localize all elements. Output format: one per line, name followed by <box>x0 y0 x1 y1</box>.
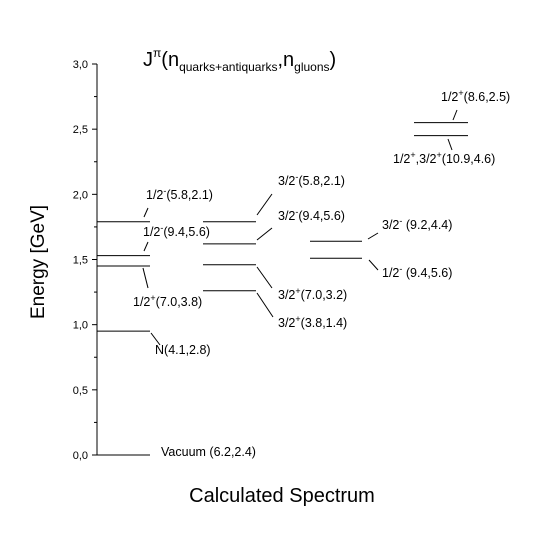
level-label: 1/2+,3/2+(10.9,4.6) <box>393 150 495 166</box>
label-leader-line <box>256 227 273 241</box>
level-label: 3/2+(7.0,3.2) <box>278 286 347 302</box>
level-label: 3/2+(3.8,1.4) <box>278 314 347 330</box>
chart-title: Jπ(nquarks+antiquarks,ngluons) <box>143 46 336 74</box>
title-sup: π <box>153 46 161 60</box>
title-comma: ,n <box>277 49 294 71</box>
title-base: J <box>143 49 153 71</box>
x-axis-label: Calculated Spectrum <box>189 485 375 507</box>
label-leader-line <box>143 207 149 218</box>
level-label: Vacuum (6.2,2.4) <box>161 445 256 459</box>
level-label: 1/2-(5.8,2.1) <box>146 186 213 202</box>
label-leader-line <box>256 193 273 216</box>
level-labels: Vacuum (6.2,2.4) N(4.1,2.8) 1/2+(7.0,3.8) 1… <box>133 88 510 459</box>
label-leader-line <box>256 292 274 318</box>
y-axis-label: Energy [GeV] <box>28 205 49 319</box>
level-label: 1/2+(8.6,2.5) <box>441 88 510 104</box>
label-leader-line <box>368 259 379 271</box>
label-leader-line <box>452 109 458 121</box>
level-label: 3/2-(9.4,5.6) <box>278 207 345 223</box>
level-label: 1/2- (9.4,5.6) <box>382 264 452 280</box>
y-axis-ticks: 0,0 0,5 1,0 1,5 2,0 2,5 3,0 <box>73 59 97 462</box>
level-label: 1/2-(9.4,5.6) <box>143 223 210 239</box>
title-close: ) <box>330 49 337 71</box>
label-leader-line <box>447 138 453 151</box>
title-open: (n <box>161 49 179 71</box>
y-tick-label: 2,5 <box>73 124 88 136</box>
y-tick-label: 0,5 <box>73 385 88 397</box>
title-sub1: quarks+antiquarks <box>179 60 277 74</box>
energy-levels <box>97 122 468 456</box>
label-leader-line <box>150 332 161 346</box>
label-leaders <box>142 109 458 346</box>
y-tick-label: 2,0 <box>73 189 88 201</box>
y-tick-label: 3,0 <box>73 59 88 71</box>
title-sub2: gluons <box>294 60 329 74</box>
y-tick-label: 0,0 <box>73 450 88 462</box>
level-label: 3/2-(5.8,2.1) <box>278 172 345 188</box>
level-label: 1/2+(7.0,3.8) <box>133 293 202 309</box>
level-label: N(4.1,2.8) <box>155 343 211 357</box>
label-leader-line <box>367 232 379 240</box>
y-tick-label: 1,0 <box>73 320 88 332</box>
label-leader-line <box>143 241 149 252</box>
label-leader-line <box>256 266 273 289</box>
label-leader-line <box>142 267 149 289</box>
y-tick-label: 1,5 <box>73 255 88 267</box>
level-label: 3/2- (9.2,4.4) <box>382 216 452 232</box>
